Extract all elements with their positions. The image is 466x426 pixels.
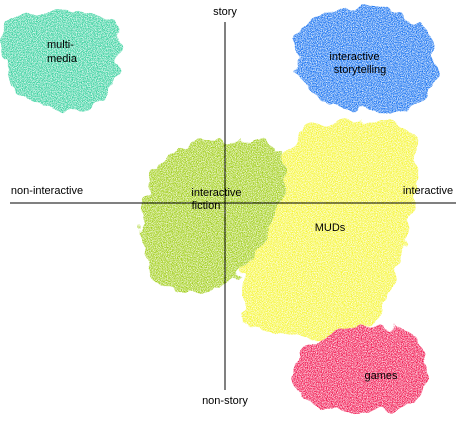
axis-label-left: non-interactive: [11, 185, 83, 197]
axis-label-top: story: [213, 6, 237, 18]
label-line: media: [47, 53, 78, 65]
label-line: MUDs: [315, 222, 346, 234]
region-label: interactive fiction: [191, 187, 244, 212]
label-line: interactive: [329, 51, 379, 63]
region-label: multi- media: [47, 39, 78, 65]
axis-label-right: interactive: [403, 185, 453, 197]
label-line: storytelling: [334, 64, 387, 76]
blob-storytelling: [295, 9, 437, 112]
label-line: games: [364, 370, 398, 382]
region-label: games: [364, 370, 398, 382]
label-line: multi-: [47, 39, 74, 51]
region-label: MUDs: [315, 222, 346, 234]
blob-games: [295, 327, 428, 411]
blob-multimedia: [2, 10, 120, 111]
axis-label-bottom: non-story: [202, 395, 248, 407]
label-line: fiction: [192, 200, 221, 212]
label-line: interactive: [191, 187, 241, 199]
blobs: [2, 9, 437, 411]
blob-fiction: [141, 139, 286, 293]
region-label: interactive storytelling: [329, 51, 386, 76]
